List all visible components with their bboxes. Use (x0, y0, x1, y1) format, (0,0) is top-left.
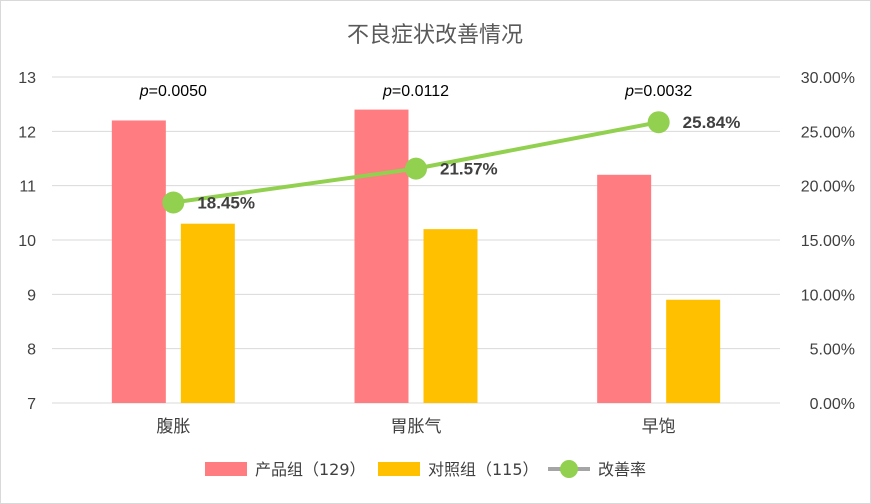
legend-swatch (378, 462, 420, 476)
improvement-data-label: 18.45% (197, 194, 255, 213)
bar-product (111, 120, 166, 403)
improvement-point (162, 191, 185, 214)
y-right-tick-label: 15.00% (801, 233, 855, 250)
y-left-tick-label: 8 (27, 342, 36, 359)
y-left-tick-label: 7 (27, 396, 36, 413)
y-right-tick-label: 30.00% (801, 70, 855, 87)
y-right-tick-label: 25.00% (801, 124, 855, 141)
y-axis-right: 0.00% 5.00% 10.00% 15.00% 20.00% 25.00% 30.00% (801, 70, 855, 413)
bar-control (180, 223, 235, 403)
p-value-label: p=0.0112 (382, 83, 449, 100)
improvement-point (405, 157, 427, 180)
x-category-label: 腹胀 (156, 417, 190, 437)
legend-swatch (205, 462, 247, 476)
x-category-label: 早饱 (642, 417, 676, 437)
y-axis-left: 7 8 9 10 11 12 13 (18, 70, 36, 413)
legend: 产品组（129） 对照组（115） 改善率 (205, 460, 646, 479)
y-left-tick-label: 10 (18, 233, 36, 250)
y-right-tick-label: 5.00% (810, 342, 855, 359)
chart-title: 不良症状改善情况 (347, 23, 523, 48)
p-value-label: p=0.0050 (139, 83, 207, 100)
legend-label: 产品组（129） (255, 460, 366, 479)
bar-control (666, 299, 721, 403)
x-axis-categories: 腹胀 胃胀气 早饱 (156, 417, 675, 437)
bar-product (597, 174, 652, 403)
y-right-tick-label: 10.00% (801, 287, 855, 304)
bar-product (354, 109, 409, 403)
legend-label: 对照组（115） (428, 460, 539, 479)
improvement-point (647, 111, 670, 134)
y-right-tick-label: 0.00% (810, 396, 855, 413)
p-value-label: p=0.0032 (624, 83, 692, 100)
improvement-line: 18.45% 21.57% 25.84% (162, 111, 741, 214)
improvement-data-label: 25.84% (683, 113, 741, 132)
y-left-tick-label: 11 (19, 179, 36, 196)
y-right-tick-label: 20.00% (801, 179, 855, 196)
improvement-data-label: 21.57% (440, 160, 498, 179)
y-left-tick-label: 12 (18, 124, 36, 141)
y-left-tick-label: 9 (27, 287, 36, 304)
legend-label: 改善率 (598, 460, 646, 479)
p-value-annotations: p=0.0050 p=0.0112 p=0.0032 (139, 83, 693, 100)
y-left-tick-label: 13 (18, 70, 36, 87)
x-category-label: 胃胀气 (391, 417, 442, 437)
bars (111, 109, 721, 403)
legend-marker (560, 460, 578, 478)
bar-control (423, 229, 478, 403)
